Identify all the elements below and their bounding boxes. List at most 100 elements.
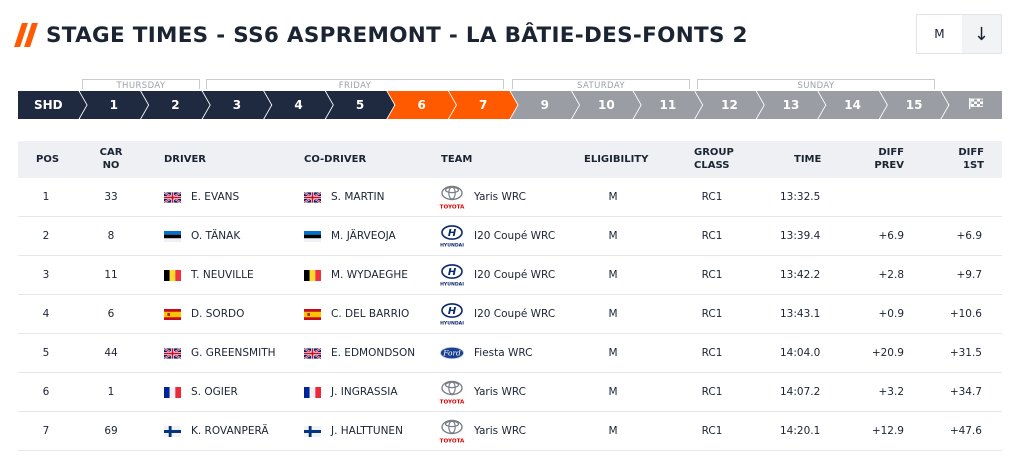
stage-item[interactable]: 14	[818, 91, 887, 119]
codriver-name: S. MARTIN	[331, 191, 385, 203]
cell-group-class: RC1	[701, 347, 723, 359]
stage-label: 1	[109, 98, 119, 112]
table-row[interactable]: 6 1 S. OGIER J. INGRASSIA TOYOTA Yaris WRC M RC…	[18, 373, 1002, 412]
driver-name: T. NEUVILLE	[191, 269, 254, 281]
fr-flag-icon	[304, 386, 321, 398]
header-pos: POS	[36, 154, 60, 165]
stage-label: 9	[540, 98, 549, 112]
table-row[interactable]: 3 11 T. NEUVILLE M. WYDAEGHE H HYUNDAI I20 Cou…	[18, 256, 1002, 295]
cell-diff-prev: +12.9	[871, 425, 904, 437]
stage-label: 10	[597, 98, 615, 112]
cell-driver[interactable]: D. SORDO	[164, 295, 304, 333]
cell-car-no: 11	[104, 269, 118, 281]
cell-codriver[interactable]: M. JÄRVEOJA	[304, 217, 441, 255]
cell-driver[interactable]: T. NEUVILLE	[164, 256, 304, 294]
cell-codriver[interactable]: M. WYDAEGHE	[304, 256, 441, 294]
cell-time: 14:04.0	[780, 347, 821, 359]
team-name: Fiesta WRC	[474, 347, 533, 359]
cell-time: 14:20.1	[780, 425, 821, 437]
table-row[interactable]: 7 69 K. ROVANPERÄ J. HALTTUNEN TOYOTA Yaris W…	[18, 412, 1002, 451]
header-eligibility: ELIGIBILITY	[584, 154, 649, 165]
header-codriver: CO-DRIVER	[304, 154, 367, 165]
day-label: SATURDAY	[573, 81, 629, 91]
day-label: FRIDAY	[334, 81, 376, 91]
cell-diff-prev	[844, 178, 904, 216]
cell-codriver[interactable]: J. INGRASSIA	[304, 373, 441, 411]
codriver-name: E. EDMONDSON	[331, 347, 416, 359]
table-row[interactable]: 5 44 G. GREENSMITH E. EDMONDSON Ford Fiesta W…	[18, 334, 1002, 373]
es-flag-icon	[164, 308, 181, 320]
cell-eligibility: M	[608, 191, 618, 203]
cell-time: 13:42.2	[780, 269, 821, 281]
stage-finish[interactable]	[941, 91, 1002, 119]
header-car-no: CAR NO	[99, 147, 123, 171]
class-filter-value[interactable]: M	[934, 27, 945, 41]
cell-driver[interactable]: S. OGIER	[164, 373, 304, 411]
svg-text:H: H	[448, 306, 457, 317]
stage-item[interactable]: 1	[79, 91, 148, 119]
es-flag-icon	[304, 308, 321, 320]
cell-codriver[interactable]: S. MARTIN	[304, 178, 441, 216]
table-row[interactable]: 2 8 O. TÄNAK M. JÄRVEOJA H HYUNDAI I20 Coupé W…	[18, 217, 1002, 256]
stage-item[interactable]: 2	[141, 91, 210, 119]
driver-name: K. ROVANPERÄ	[191, 425, 269, 437]
stage-item[interactable]: 10	[572, 91, 641, 119]
stage-item[interactable]: 11	[633, 91, 702, 119]
cell-codriver[interactable]: J. HALTTUNEN	[304, 412, 441, 450]
cell-diff-1st: +47.6	[949, 425, 982, 437]
cell-driver[interactable]: K. ROVANPERÄ	[164, 412, 304, 450]
table-row[interactable]: 1 33 E. EVANS S. MARTIN TOYOTA Yaris WRC M RC1 1…	[18, 178, 1002, 217]
cell-car-no: 69	[104, 425, 118, 437]
cell-driver[interactable]: O. TÄNAK	[164, 217, 304, 255]
cell-diff-1st: +6.9	[956, 230, 983, 242]
fi-flag-icon	[304, 425, 321, 437]
stage-item[interactable]: 6	[387, 91, 456, 119]
svg-text:HYUNDAI: HYUNDAI	[440, 282, 464, 288]
stage-item[interactable]: 12	[695, 91, 764, 119]
header-diff-prev: DIFF PREV	[874, 147, 904, 171]
toyota-logo: TOYOTA	[439, 379, 465, 405]
stage-item[interactable]: 15	[879, 91, 949, 119]
cell-eligibility: M	[608, 386, 618, 398]
driver-name: S. OGIER	[191, 386, 238, 398]
cell-pos: 6	[42, 386, 50, 398]
driver-name: G. GREENSMITH	[191, 347, 276, 359]
stage-item[interactable]: 7	[448, 91, 518, 119]
cell-driver[interactable]: E. EVANS	[164, 178, 304, 216]
cell-group-class: RC1	[701, 308, 723, 320]
cell-codriver[interactable]: E. EDMONDSON	[304, 334, 441, 372]
stage-item[interactable]: SHD	[18, 91, 87, 119]
cell-eligibility: M	[608, 269, 618, 281]
gb-flag-icon	[304, 191, 321, 203]
svg-text:H: H	[448, 228, 457, 239]
cell-diff-prev: +2.8	[878, 269, 905, 281]
driver-name: O. TÄNAK	[191, 230, 241, 242]
cell-driver[interactable]: G. GREENSMITH	[164, 334, 304, 372]
page-title: STAGE TIMES - SS6 ASPREMONT - LA BÂTIE-D…	[46, 22, 748, 48]
cell-time: 14:07.2	[780, 386, 821, 398]
stage-item[interactable]: 5	[325, 91, 394, 119]
day-sunday: SUNDAY	[697, 79, 935, 91]
cell-pos: 5	[42, 347, 50, 359]
cell-group-class: RC1	[701, 386, 723, 398]
finish-flag-icon	[968, 98, 984, 112]
stage-item[interactable]: 3	[202, 91, 271, 119]
stage-label: 13	[782, 98, 800, 112]
cell-time: 13:39.4	[780, 230, 821, 242]
svg-text:H: H	[448, 267, 457, 278]
cell-pos: 1	[42, 191, 50, 203]
stage-label: 5	[355, 98, 365, 112]
team-name: I20 Coupé WRC	[474, 230, 556, 242]
stage-item[interactable]: 9	[510, 91, 579, 119]
cell-codriver[interactable]: C. DEL BARRIO	[304, 295, 441, 333]
stage-item[interactable]: 13	[756, 91, 825, 119]
cell-group-class: RC1	[701, 269, 723, 281]
arrow-down-icon[interactable]: ↓	[961, 15, 1001, 53]
header-driver: DRIVER	[164, 154, 206, 165]
day-thursday: THURSDAY	[82, 79, 200, 91]
cell-team: Ford Fiesta WRC	[439, 334, 589, 372]
table-row[interactable]: 4 6 D. SORDO C. DEL BARRIO H HYUNDAI I20 Coupé…	[18, 295, 1002, 334]
cell-team: H HYUNDAI I20 Coupé WRC	[439, 295, 589, 333]
cell-diff-prev: +6.9	[878, 230, 905, 242]
stage-item[interactable]: 4	[264, 91, 333, 119]
